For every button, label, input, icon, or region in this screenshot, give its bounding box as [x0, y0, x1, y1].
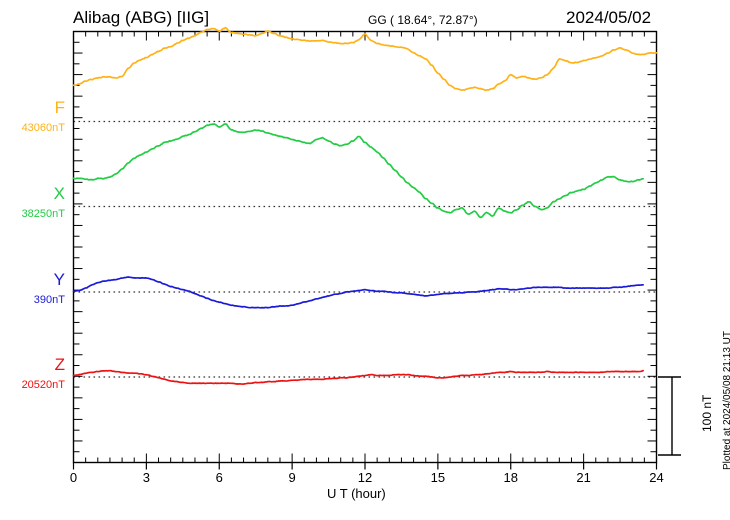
scale-bar-label: 100 nT — [700, 394, 714, 432]
x-tick-label: 0 — [69, 470, 78, 485]
x-tick-label: 3 — [142, 470, 150, 485]
data-traces — [72, 26, 658, 385]
component-baseline-z: 20520nT — [21, 379, 65, 391]
x-tick-label: 15 — [430, 470, 446, 485]
geographic-coordinates: GG ( 18.64°, 72.87°) — [368, 13, 478, 27]
component-label-z: Z — [54, 355, 65, 374]
gridlines — [73, 120, 657, 378]
component-baseline-y: 390nT — [33, 294, 65, 306]
component-label-f: F — [54, 98, 65, 117]
scale-bar — [658, 376, 681, 456]
x-tick-label: 6 — [215, 470, 223, 485]
component-label-y: Y — [53, 270, 65, 289]
x-tick-label: 9 — [288, 470, 296, 485]
component-baseline-f: 43060nT — [21, 122, 65, 134]
component-baseline-x: 38250nT — [21, 208, 65, 220]
x-tick-label: 18 — [503, 470, 518, 485]
plot-frame — [72, 30, 658, 464]
plotted-timestamp: Plotted at 2024/05/08 21:13 UT — [722, 331, 730, 470]
axis-ticks — [72, 31, 658, 470]
x-tick-label: 12 — [357, 470, 373, 485]
x-tick-label: 21 — [576, 470, 591, 485]
x-tick-label: 24 — [649, 470, 664, 485]
station-title: Alibag (ABG) [IIG] — [73, 8, 210, 27]
component-label-x: X — [53, 184, 65, 203]
x-axis-label: U T (hour) — [327, 486, 386, 501]
observation-date: 2024/05/02 — [566, 8, 652, 27]
